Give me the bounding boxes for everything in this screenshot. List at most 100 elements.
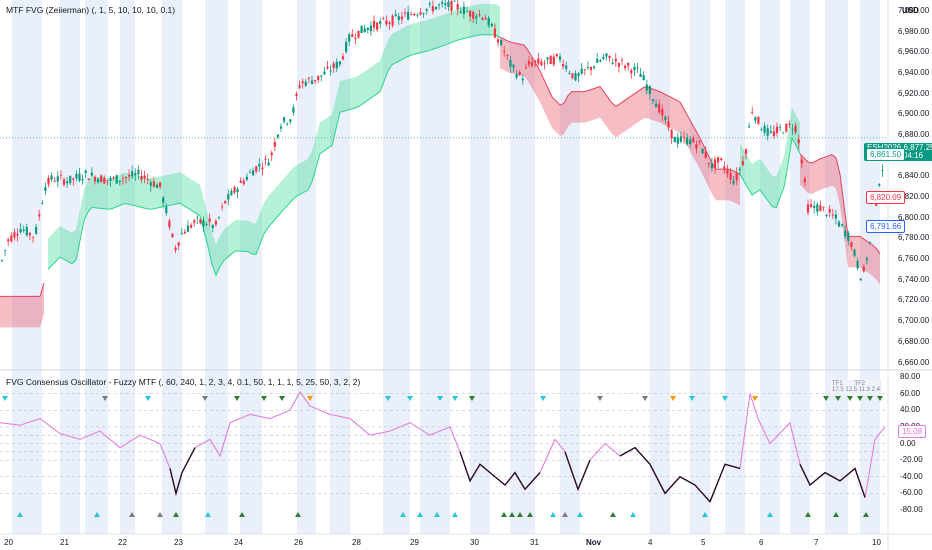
candle-body [785,123,788,132]
signal-up-triangle [509,512,515,517]
price-tick-label: 6,840.00 [898,171,930,181]
signal-up-triangle [417,512,423,517]
candle-body [633,66,636,71]
signal-up-triangle [17,512,23,517]
candle-body [239,180,242,183]
candle-body [748,126,751,128]
candle-body [658,103,661,113]
signal-down-triangle [867,396,873,401]
candle-body [757,116,760,124]
session-band [297,0,316,534]
candle-body [47,177,50,185]
level-price-badge: 6,861.50 [866,148,906,162]
candle-body [397,16,400,20]
tf-cell: 2.4 [871,387,880,393]
candle-body [596,58,599,63]
candle-body [196,217,199,219]
candle-body [38,214,41,217]
candle-body [56,176,59,182]
candle-body [503,50,506,52]
time-tick-label: 21 [60,538,69,547]
osc-tick-label: 0.00 [900,438,916,448]
session-band [60,0,80,534]
candle-body [586,67,589,68]
candle-body [834,214,837,219]
price-tick-label: 7,000.00 [898,6,930,15]
candle-body [617,63,620,67]
candle-body [227,194,230,200]
candle-body [177,242,180,246]
candle-body [78,173,81,181]
fvg-band [48,3,500,276]
candle-body [69,175,72,183]
fvg-band [0,282,44,328]
signal-down-triangle [597,396,603,401]
candle-body [354,37,357,40]
candle-body [66,181,69,184]
candle-body [493,28,496,38]
candle-body [106,180,109,181]
candle-body [22,229,25,231]
candle-body [806,204,810,213]
candle-body [35,226,38,234]
osc-tick-label: -60.00 [900,488,923,498]
signal-up-triangle [550,512,556,517]
candle-body [304,81,307,86]
candle-body [19,229,22,233]
session-band [240,0,262,534]
candle-body [162,197,165,203]
candle-body [577,73,580,76]
time-tick-label: 24 [234,538,243,547]
session-band [825,0,848,534]
candle-body [689,139,692,144]
tf-cell: 12.5 [845,387,858,393]
candle-body [208,218,211,222]
candle-body [856,260,859,269]
candle-body [320,75,323,77]
symbol-name: ESH2026 [867,143,901,152]
price-tick-label: 6,700.00 [898,316,930,326]
candle-body [255,166,258,172]
candle-body [131,171,134,177]
candle-body [701,148,704,154]
candle-body [323,71,326,75]
signal-up-triangle [157,512,163,517]
candle-body [844,230,847,237]
main-indicator-title[interactable]: MTF FVG (Zeiierman) (, 1, 5, 10, 10, 10,… [6,5,176,15]
time-tick-label: Nov [586,538,602,547]
candle-body [837,221,841,227]
price-tick-label: 6,880.00 [898,130,930,140]
time-tick-label: 29 [410,538,419,547]
signal-up-triangle [129,512,135,517]
candle-body [506,54,509,56]
osc-tick-label: -80.00 [900,505,923,514]
candle-body [7,239,10,242]
session-band [162,0,182,534]
candle-body [53,181,56,183]
candle-body [779,127,782,128]
price-tick-label: 6,900.00 [898,109,930,119]
candle-body [720,158,723,160]
signal-up-triangle [452,512,458,517]
candle-body [462,6,465,15]
candle-body [686,137,689,145]
candle-body [568,72,571,74]
signal-up-triangle [863,512,869,517]
candle-body [155,184,159,188]
candle-body [72,178,75,180]
candle-body [391,15,394,26]
signal-down-triangle [307,396,313,401]
candle-body [10,235,13,242]
candle-body [602,57,605,59]
candle-body [589,66,593,71]
candle-body [527,60,531,65]
level-price-badge: 6,791.66 [866,220,906,234]
signal-down-triangle [877,396,883,401]
candle-body [682,137,686,138]
candle-body [28,233,31,236]
candle-body [348,34,351,42]
candle-body [797,139,800,144]
candle-body [341,56,345,60]
oscillator-title[interactable]: FVG Consensus Oscillator - Fuzzy MTF (, … [6,377,361,387]
